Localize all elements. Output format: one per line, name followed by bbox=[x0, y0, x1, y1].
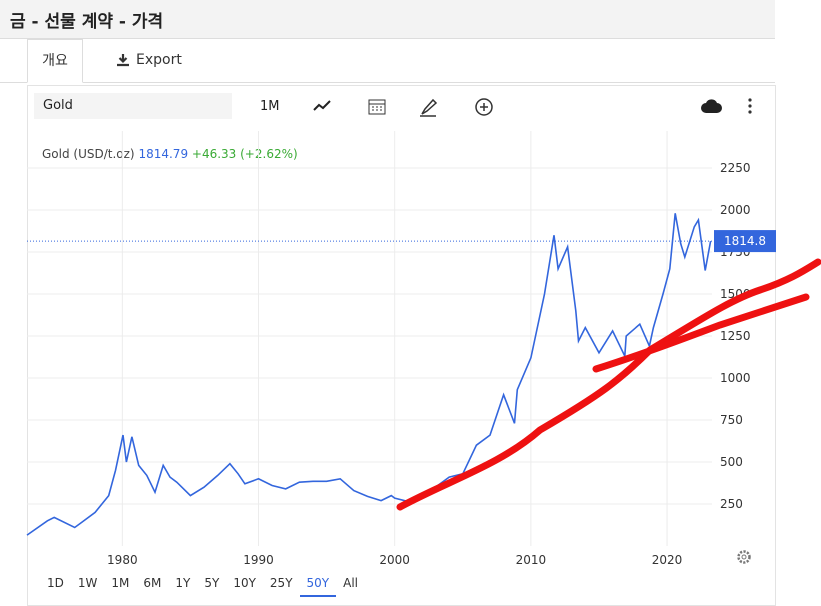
range-button[interactable]: 10Y bbox=[233, 576, 256, 590]
tab[interactable]: 개요 bbox=[27, 39, 83, 83]
x-tick-label: 1980 bbox=[107, 553, 138, 567]
tabs: 개요 Export bbox=[0, 39, 775, 83]
interval-button[interactable]: 1M bbox=[260, 99, 280, 114]
x-tick-label: 2010 bbox=[516, 553, 547, 567]
calendar-icon[interactable] bbox=[368, 99, 386, 115]
toolbar-icons bbox=[313, 98, 493, 117]
y-tick-label: 1250 bbox=[720, 329, 751, 343]
y-tick-label: 1000 bbox=[720, 371, 751, 385]
x-tick-label: 2000 bbox=[379, 553, 410, 567]
price-line bbox=[26, 213, 712, 536]
settings-icon[interactable] bbox=[737, 550, 751, 564]
last-price-label: 1814.8 bbox=[724, 234, 766, 248]
cloud-icon[interactable] bbox=[701, 99, 722, 113]
range-button[interactable]: 50Y bbox=[299, 576, 337, 597]
settings-gear bbox=[737, 550, 751, 564]
y-tick-label: 500 bbox=[720, 455, 743, 469]
header: 금 - 선물 계약 - 가격 bbox=[0, 0, 775, 39]
annotation-stroke bbox=[396, 258, 821, 511]
chart-type-icon[interactable] bbox=[313, 100, 331, 111]
settings-hole bbox=[741, 554, 747, 560]
y-tick-label: 250 bbox=[720, 497, 743, 511]
legend: Gold (USD/t.oz) 1814.79 +46.33 (+2.62%) bbox=[42, 147, 298, 161]
x-tick-label: 1990 bbox=[243, 553, 274, 567]
legend-last: 1814.79 bbox=[138, 147, 189, 161]
x-tick-label: 2020 bbox=[652, 553, 683, 567]
range-button[interactable]: 25Y bbox=[269, 576, 293, 590]
range-button[interactable]: 1W bbox=[77, 576, 98, 590]
range-button[interactable]: 1Y bbox=[175, 576, 191, 590]
toolbar-right-icons bbox=[701, 98, 752, 114]
range-button[interactable]: 1M bbox=[111, 576, 130, 590]
y-tick-label: 2250 bbox=[720, 161, 751, 175]
range-button[interactable]: 1D bbox=[47, 576, 64, 590]
y-tick-label: 750 bbox=[720, 413, 743, 427]
legend-change: +46.33 (+2.62%) bbox=[191, 147, 298, 161]
last-price-box bbox=[714, 230, 776, 253]
range-selector: 1D 1W 1M 6M 1Y 5Y 10Y 25Y 50Y All bbox=[40, 576, 365, 597]
tab[interactable]: Export bbox=[136, 52, 182, 68]
download-icon bbox=[117, 54, 129, 67]
range-button[interactable]: 6M bbox=[143, 576, 162, 590]
draw-icon[interactable] bbox=[420, 98, 438, 117]
range-button[interactable]: All bbox=[343, 576, 359, 590]
annotation-stroke bbox=[592, 293, 810, 373]
symbol-input[interactable]: Gold bbox=[34, 93, 232, 119]
add-icon[interactable] bbox=[475, 98, 493, 116]
y-tick-label: 2000 bbox=[720, 203, 751, 217]
range-button[interactable]: 5Y bbox=[204, 576, 220, 590]
page-title: 금 - 선물 계약 - 가격 bbox=[10, 12, 164, 32]
legend-name: Gold (USD/t.oz) bbox=[42, 147, 135, 161]
